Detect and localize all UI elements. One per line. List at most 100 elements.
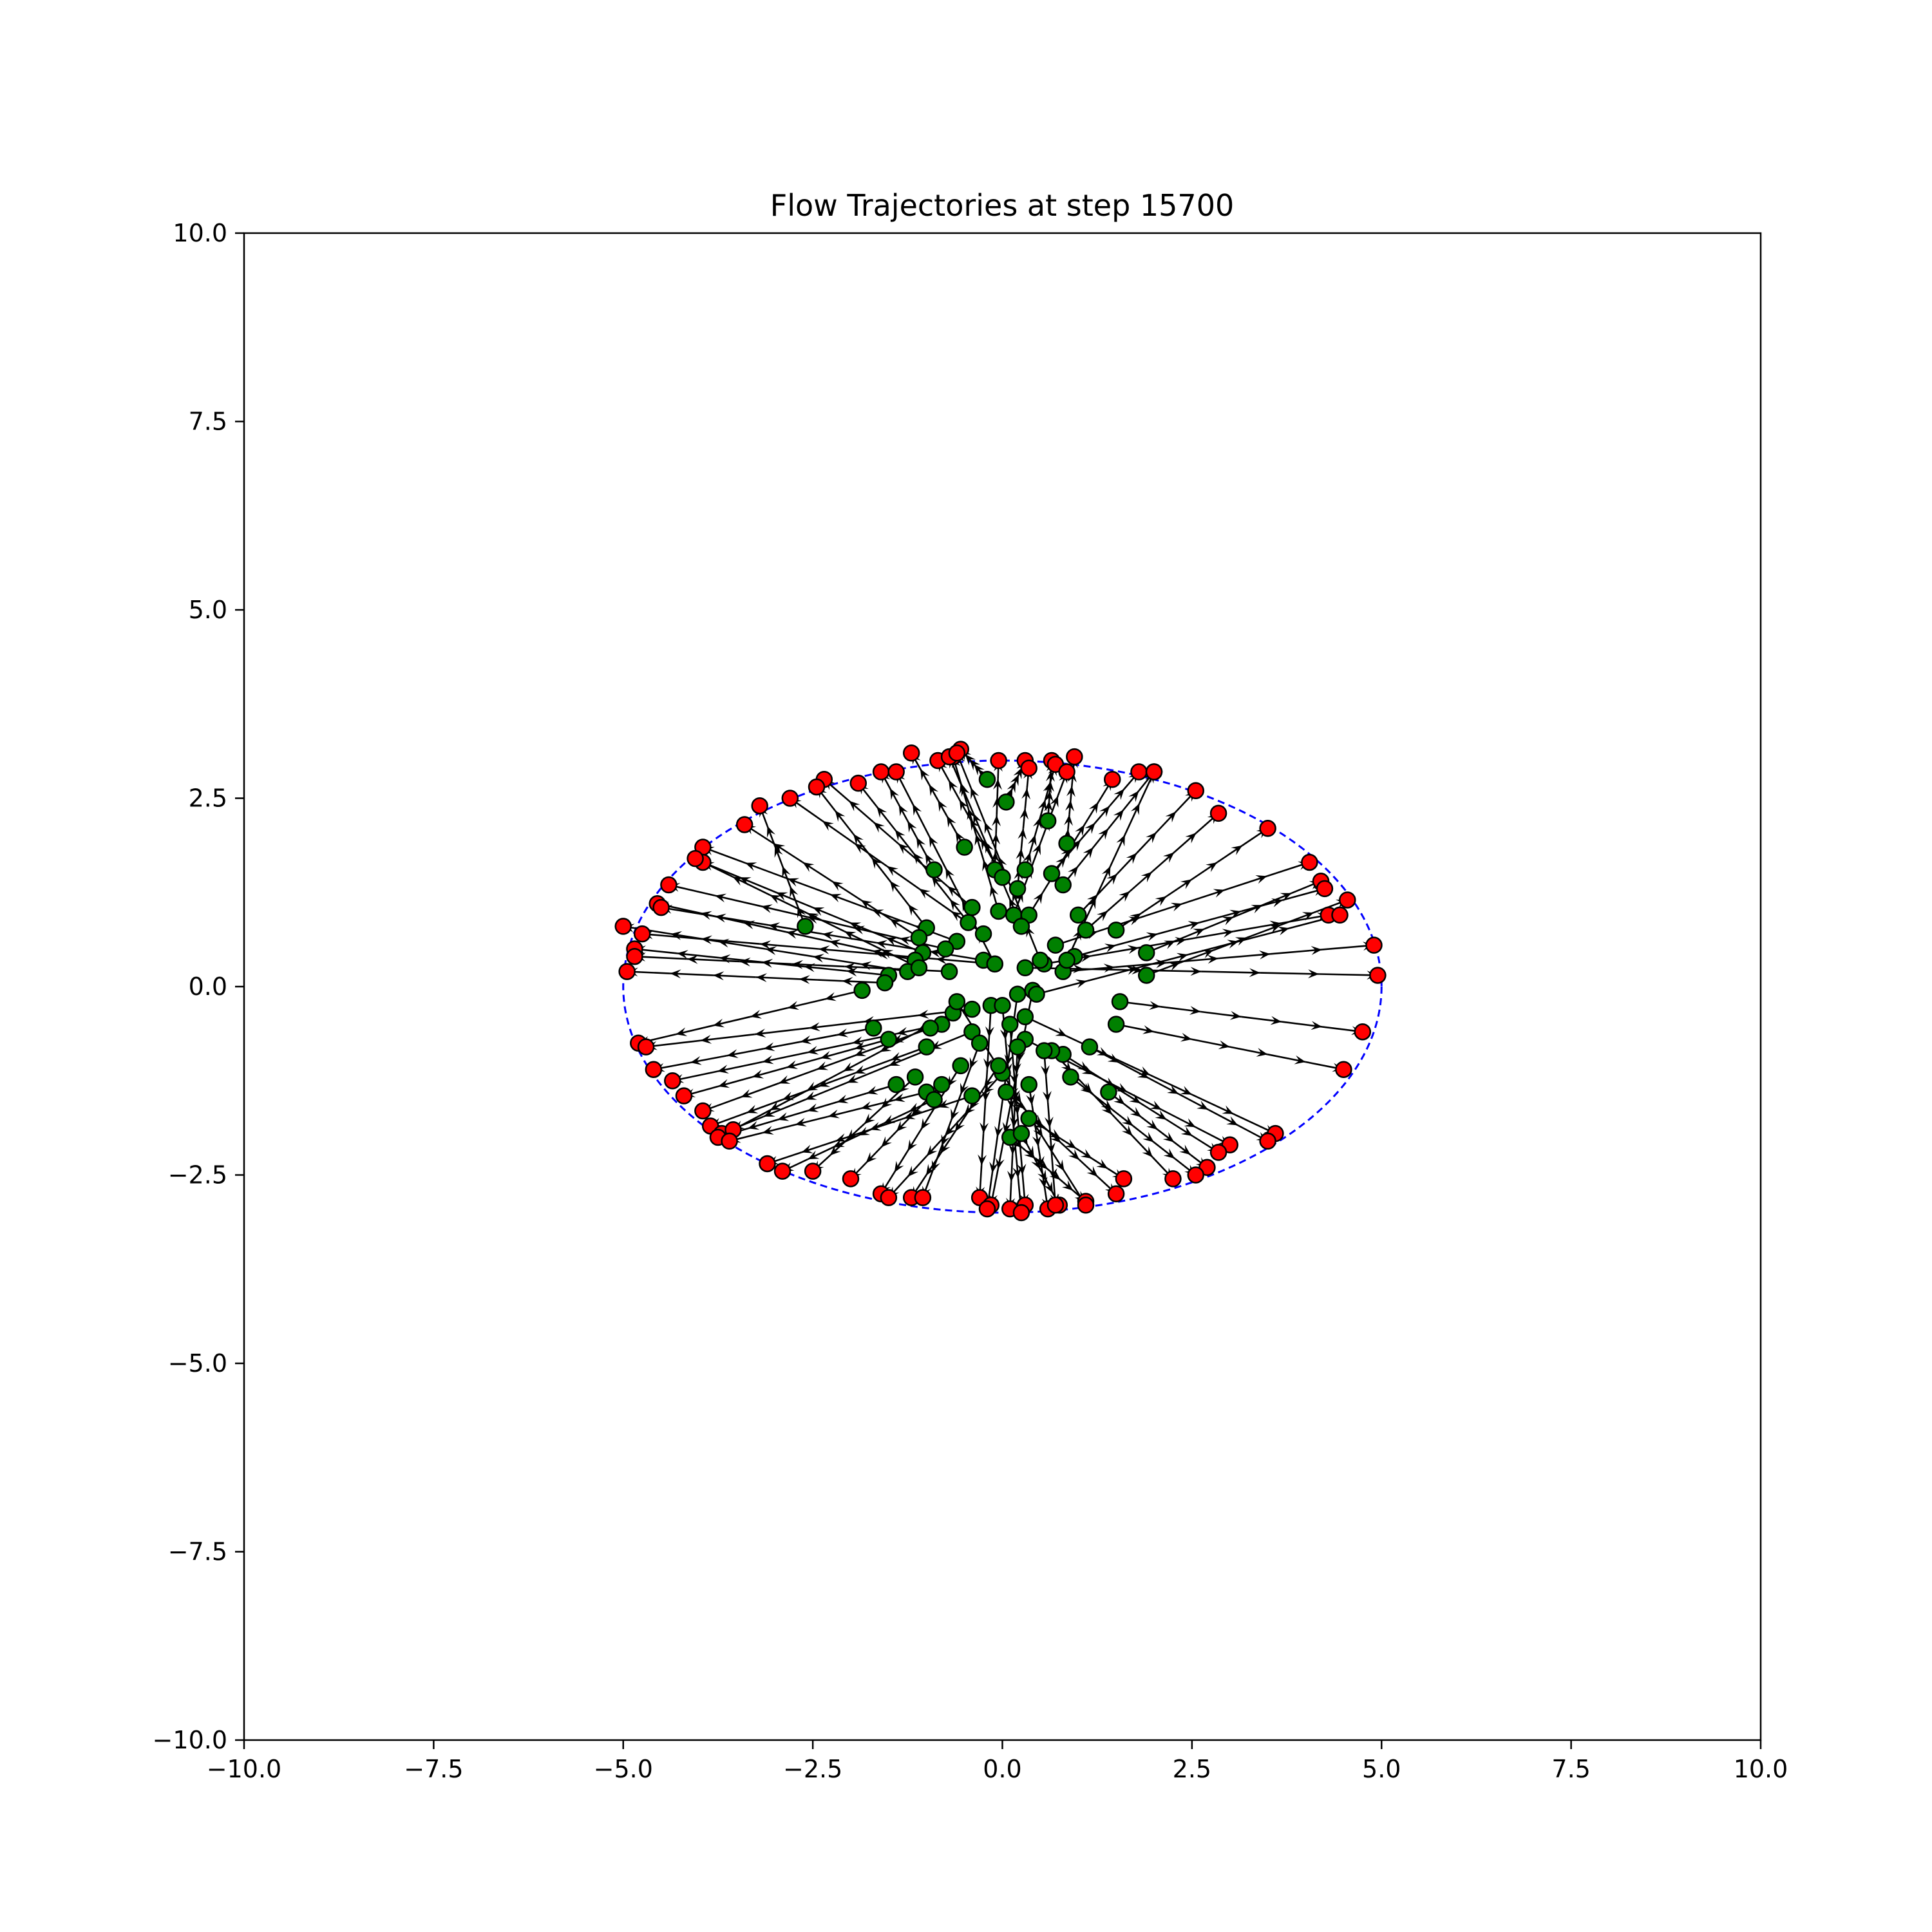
arrow-head [766, 826, 775, 838]
end-point [660, 876, 677, 894]
end-point [687, 849, 704, 867]
end-point [808, 778, 826, 796]
arrow-head [1068, 1149, 1080, 1160]
arrow-head [931, 876, 942, 888]
arrow-head [872, 909, 884, 918]
arrow-head [817, 1061, 829, 1070]
arrow-head [1113, 810, 1124, 821]
arrow-head [1064, 814, 1073, 826]
arrow-head [1141, 871, 1153, 883]
arrow-head [774, 846, 783, 858]
arrow-head [1121, 1124, 1133, 1136]
arrow-head [1037, 799, 1047, 811]
arrow-head [1088, 802, 1099, 814]
trajectory-segment [743, 922, 787, 933]
arrow-head [739, 957, 751, 967]
trajectory-segment [778, 1068, 817, 1084]
arrow-head [890, 1052, 903, 1061]
x-tick-label: 7.5 [1551, 1755, 1590, 1783]
end-point [1339, 891, 1356, 909]
trajectory-segment [1233, 922, 1282, 933]
arrow-head [1080, 1149, 1092, 1159]
start-point [1107, 922, 1125, 939]
arrow-head [701, 935, 712, 945]
arrow-head [896, 1027, 909, 1036]
arrow-head [787, 1001, 799, 1010]
trajectory-segment [1086, 967, 1138, 982]
arrow-head [762, 1055, 774, 1065]
trajectory-segment [806, 912, 845, 933]
arrow-head [920, 1118, 931, 1130]
arrow-head [1142, 1146, 1153, 1158]
arrow-head [1184, 1118, 1196, 1128]
arrow-head [829, 939, 841, 949]
arrow-head [1077, 1061, 1089, 1071]
end-point [1365, 936, 1383, 954]
trajectory-segment [754, 1027, 810, 1036]
arrow-head [945, 1124, 956, 1136]
trajectory-segment [740, 1082, 779, 1098]
arrow-head [1277, 926, 1289, 936]
arrow-head [898, 843, 909, 855]
trajectory-segment [1091, 947, 1139, 957]
arrow-head [1294, 1055, 1306, 1065]
arrow-head [1049, 1170, 1061, 1180]
arrow-head [1042, 1090, 1052, 1103]
start-point [887, 1075, 905, 1094]
arrow-head [1222, 916, 1234, 925]
arrow-head [1054, 1159, 1065, 1171]
arrow-head [1068, 866, 1079, 878]
end-point [1259, 820, 1276, 837]
arrow-head [770, 895, 782, 904]
start-point [853, 981, 871, 999]
arrow-head [1179, 1144, 1191, 1155]
trajectory-segment [1200, 1010, 1242, 1018]
arrow-head [1180, 1032, 1192, 1042]
trajectory-segment [1199, 910, 1242, 923]
arrow-head [998, 857, 1007, 869]
trajectory-segment [1186, 930, 1234, 941]
trajectory-segment [687, 958, 740, 963]
arrow-head [913, 853, 924, 864]
trajectory-segment [799, 978, 842, 982]
arrow-head [726, 1049, 739, 1058]
arrow-head [1016, 1050, 1026, 1062]
arrow-head [1197, 1101, 1209, 1110]
arrow-head [1167, 1084, 1179, 1094]
start-points [797, 771, 1155, 1146]
start-point [1039, 812, 1057, 829]
arrow-head [974, 764, 985, 776]
arrow-head [1097, 1046, 1109, 1056]
start-point [1016, 959, 1034, 976]
trajectory-segment [1140, 903, 1183, 918]
arrow-head [1168, 962, 1180, 971]
arrow-head [1013, 767, 1022, 780]
x-tick-label: 2.5 [1173, 1755, 1211, 1783]
trajectory-segment [871, 909, 915, 927]
arrow-head [1229, 909, 1242, 919]
arrow-head [1146, 932, 1158, 942]
arrow-head [920, 768, 930, 781]
arrow-head [1190, 967, 1202, 976]
arrow-head [843, 1062, 855, 1072]
trajectory-segment [816, 1055, 855, 1070]
arrow-head [1259, 950, 1271, 960]
arrow-head [807, 1103, 819, 1112]
arrow-head [813, 954, 824, 963]
trajectory-segment [1025, 967, 1084, 970]
start-point [998, 1083, 1015, 1101]
arrow-head [853, 833, 864, 846]
trajectory-segment [846, 1065, 889, 1084]
arrow-head [773, 843, 786, 853]
arrow-head [1227, 940, 1239, 949]
trajectory-segment [1137, 954, 1189, 969]
arrow-head [945, 867, 955, 880]
arrow-head [828, 1109, 840, 1119]
arrow-head [847, 1129, 858, 1140]
arrow-head [860, 961, 872, 971]
start-point [1043, 865, 1061, 882]
trajectory-segment [1282, 1021, 1323, 1028]
arrow-head [1126, 853, 1137, 864]
arrow-head [871, 857, 882, 869]
arrow-head [993, 779, 1002, 790]
